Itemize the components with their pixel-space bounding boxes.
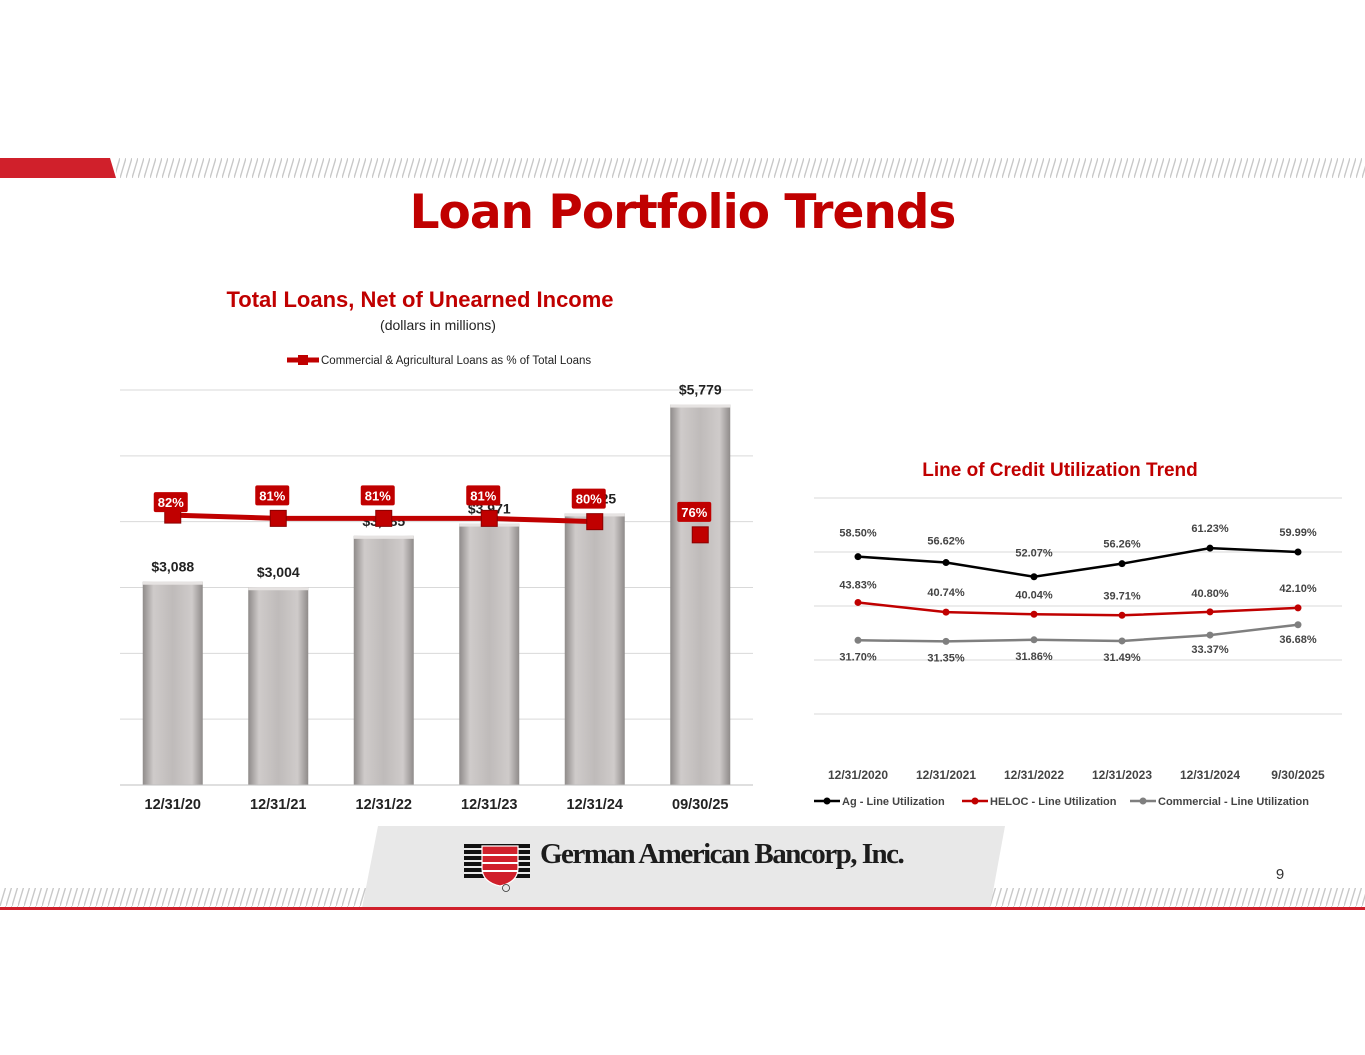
series-point (942, 637, 950, 645)
legend-marker-swatch (298, 355, 308, 365)
series-data-label: 40.74% (927, 587, 965, 599)
series-data-label: 33.37% (1191, 644, 1229, 656)
x-tick-label: 12/31/24 (567, 797, 623, 813)
series-point (1030, 636, 1038, 644)
legend-swatch-point (823, 797, 831, 805)
x-tick-label: 12/31/21 (250, 797, 306, 813)
bar-chart-title: Total Loans, Net of Unearned Income (226, 287, 614, 312)
series-point (854, 598, 862, 606)
bar-value-label: $3,088 (151, 559, 194, 575)
legend-swatch-point (1139, 797, 1147, 805)
bar-top-edge (142, 581, 203, 585)
bar-top-edge (353, 535, 414, 539)
bar (142, 581, 203, 785)
x-tick-label: 12/31/2021 (916, 768, 976, 782)
company-logo (464, 844, 530, 892)
percent-label: 81% (259, 488, 285, 503)
x-tick-label: 12/31/2024 (1180, 768, 1240, 782)
bar-top-edge (670, 404, 731, 408)
total-loans-chart: Commercial & Agricultural Loans as % of … (120, 355, 753, 813)
percent-label: 81% (470, 488, 496, 503)
legend-label: Commercial - Line Utilization (1158, 796, 1309, 808)
legend-swatch-point (971, 797, 979, 805)
percent-label-box (677, 501, 712, 522)
x-tick-label: 12/31/20 (145, 797, 201, 813)
legend-label: Commercial & Agricultural Loans as % of … (321, 355, 591, 367)
page-number: 9 (1275, 866, 1285, 883)
series-point (1206, 631, 1214, 639)
series-line (857, 601, 1299, 617)
percent-label-box (466, 485, 501, 506)
header-stripe-band (0, 158, 1365, 178)
series-data-label: 56.62% (927, 536, 965, 548)
percent-label: 76% (681, 505, 707, 520)
legend-label: HELOC - Line Utilization (990, 796, 1117, 808)
series-point (1206, 544, 1214, 552)
series-data-label: 40.80% (1191, 588, 1229, 600)
percent-label: 81% (365, 488, 391, 503)
series-point (1294, 548, 1302, 556)
percent-marker (586, 513, 604, 531)
percent-label-box (571, 488, 606, 509)
series-point (1118, 560, 1126, 568)
series-data-label: 36.68% (1279, 634, 1317, 646)
series-point (1206, 608, 1214, 616)
series-point (854, 636, 862, 644)
x-tick-label: 12/31/2022 (1004, 768, 1064, 782)
percent-marker (691, 526, 709, 544)
line-chart-title: Line of Credit Utilization Trend (922, 460, 1198, 481)
series-data-label: 56.26% (1103, 539, 1141, 551)
series-data-label: 31.35% (927, 652, 965, 664)
legend-label: Ag - Line Utilization (842, 796, 945, 808)
page-title: Loan Portfolio Trends (409, 185, 957, 240)
percent-label-box (360, 485, 395, 506)
series-point (1118, 611, 1126, 619)
bar (564, 513, 625, 785)
bar (459, 523, 520, 785)
bar-chart-subtitle: (dollars in millions) (380, 317, 496, 333)
x-tick-label: 9/30/2025 (1271, 768, 1325, 782)
series-line (857, 623, 1299, 643)
series-data-label: 31.86% (1015, 651, 1053, 663)
series-point (942, 608, 950, 616)
x-tick-label: 12/31/23 (461, 797, 517, 813)
series-data-label: 31.49% (1103, 652, 1141, 664)
percent-marker (375, 509, 393, 527)
series-data-label: 58.50% (839, 528, 877, 540)
series-data-label: 61.23% (1191, 523, 1229, 535)
series-data-label: 39.71% (1103, 590, 1141, 602)
series-data-label: 31.70% (839, 651, 877, 663)
bar (670, 404, 731, 785)
bar-top-edge (248, 587, 309, 591)
percent-marker (269, 509, 287, 527)
x-tick-label: 12/31/2023 (1092, 768, 1152, 782)
series-point (1294, 621, 1302, 629)
x-tick-label: 09/30/25 (672, 797, 728, 813)
percent-label-box (255, 485, 290, 506)
bar-value-label: $5,779 (679, 382, 722, 398)
series-point (1030, 573, 1038, 581)
series-data-label: 40.04% (1015, 589, 1053, 601)
x-tick-label: 12/31/2020 (828, 768, 888, 782)
series-point (854, 553, 862, 561)
company-name: German American Bancorp, Inc. (540, 838, 905, 870)
series-data-label: 59.99% (1279, 527, 1317, 539)
bar-value-label: $3,004 (257, 564, 300, 580)
bar (248, 587, 309, 785)
series-line (857, 546, 1299, 579)
series-point (942, 559, 950, 567)
percent-label: 82% (158, 495, 184, 510)
series-data-label: 52.07% (1015, 548, 1053, 560)
series-point (1030, 610, 1038, 618)
x-tick-label: 12/31/22 (356, 797, 412, 813)
bar (353, 535, 414, 785)
percent-marker (480, 509, 498, 527)
series-data-label: 42.10% (1279, 583, 1317, 595)
series-data-label: 43.83% (839, 579, 877, 591)
series-point (1294, 604, 1302, 612)
percent-label: 80% (576, 492, 602, 507)
percent-label-box (153, 492, 188, 513)
series-point (1118, 637, 1126, 645)
line-utilization-chart: 12/31/2020 12/31/2021 12/31/2022 12/31/2023… (814, 497, 1342, 808)
